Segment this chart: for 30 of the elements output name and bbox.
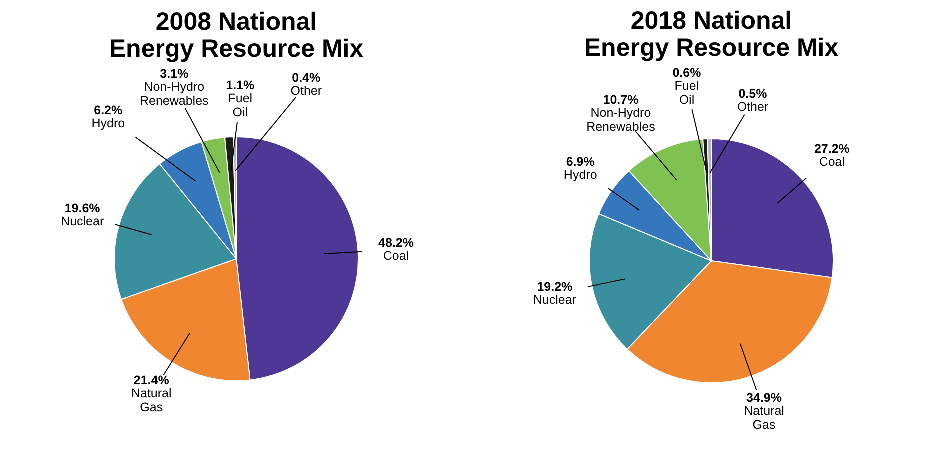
slice-label: Natural Gas	[131, 386, 172, 415]
data-label: 6.9%	[566, 155, 595, 169]
slice-label: Coal	[383, 248, 410, 263]
data-label: 48.2%	[378, 236, 414, 250]
slice-label: Hydro	[92, 116, 126, 130]
data-label: 0.6%	[672, 66, 702, 80]
data-label: 6.2%	[94, 103, 123, 118]
data-label: 1.1%	[226, 78, 255, 92]
data-label: 21.4%	[134, 374, 170, 388]
slice-label: Other	[737, 100, 769, 114]
data-label: 10.7%	[603, 92, 639, 107]
slice-label: Nuclear	[533, 292, 576, 307]
data-label: 0.4%	[292, 71, 321, 86]
data-label: 34.9%	[746, 391, 782, 406]
chart-title: 2008 National Energy Resource Mix	[109, 8, 364, 63]
slice-label: Non-Hydro Renewables	[586, 106, 656, 134]
slice-label: Non-Hydro Renewables	[140, 80, 209, 108]
slice-label: Hydro	[564, 168, 598, 182]
slice-label: Other	[290, 84, 322, 98]
data-label: 19.2%	[537, 280, 573, 294]
data-label: 27.2%	[814, 142, 850, 156]
data-label: 0.5%	[738, 87, 768, 102]
slice-label: Natural Gas	[744, 404, 784, 432]
data-label: 19.6%	[64, 201, 100, 216]
slice-label: Nuclear	[61, 214, 104, 228]
slice-label: Fuel Oil	[228, 91, 253, 120]
slice-label: Coal	[819, 154, 846, 169]
slice-label: Fuel Oil	[674, 79, 700, 108]
data-label: 3.1%	[160, 66, 189, 81]
chart-title: 2018 National Energy Resource Mix	[584, 7, 839, 62]
